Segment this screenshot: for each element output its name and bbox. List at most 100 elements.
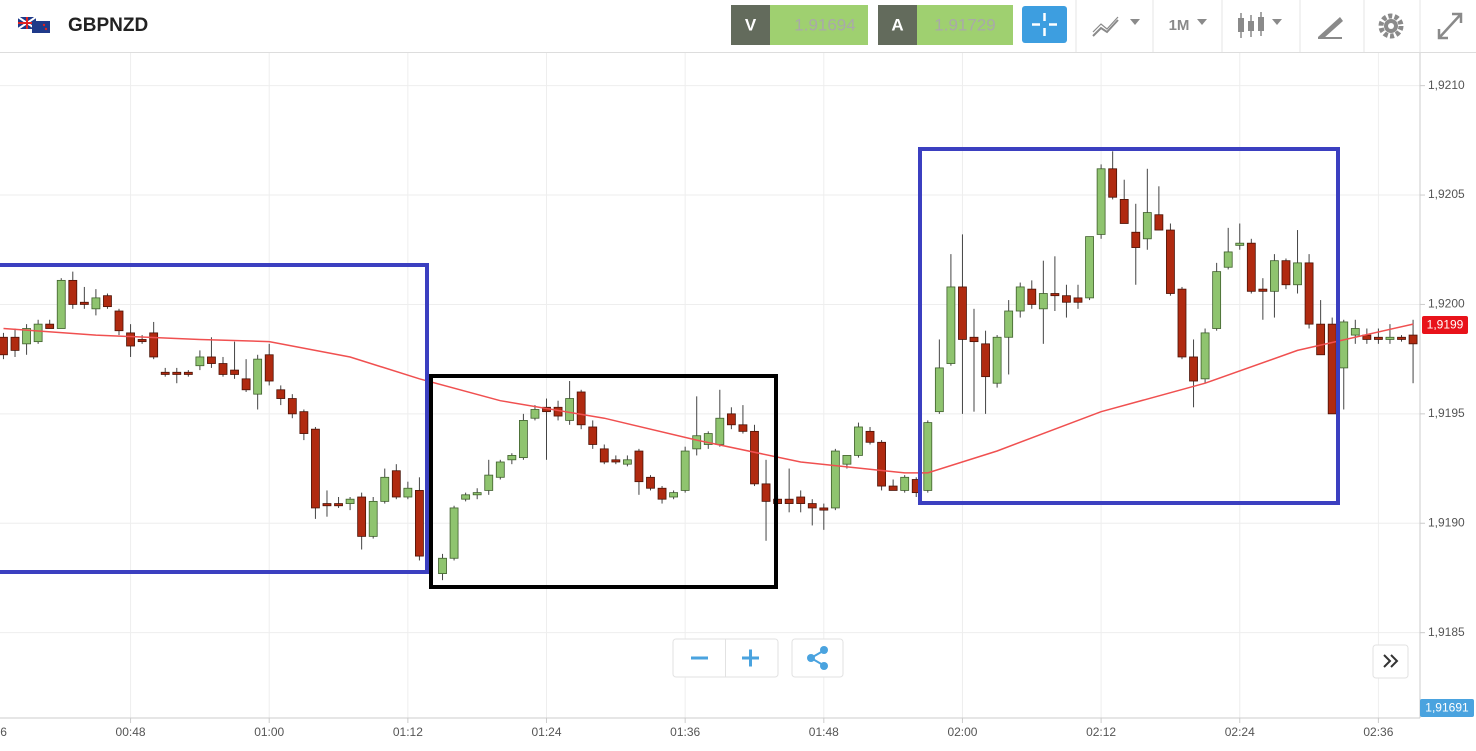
candle-body (241, 378, 251, 391)
candle-body (1246, 242, 1256, 292)
candle-body (103, 295, 112, 308)
crosshair-button[interactable] (1022, 6, 1067, 43)
candle-body (380, 476, 390, 502)
candle-body (842, 455, 852, 465)
candle-body (334, 503, 343, 507)
share-button[interactable] (791, 638, 844, 678)
buy-button[interactable]: A 1.91729 (878, 5, 1013, 45)
candle-body (934, 367, 944, 413)
candle-body (796, 496, 806, 504)
candle-body (784, 498, 794, 504)
x-tick-label: 01:36 (670, 725, 700, 739)
sell-label: V (745, 15, 757, 34)
x-tick-label: 02:00 (947, 725, 977, 739)
candle-body (391, 470, 401, 498)
candle-body (1397, 336, 1406, 340)
x-tick-label: 02:24 (1225, 725, 1255, 739)
candle-body (1038, 293, 1048, 310)
candle-body (530, 409, 540, 419)
candle-body (1062, 295, 1071, 303)
zoom-in-button[interactable] (742, 649, 759, 667)
y-tick-label: 1,9200 (1428, 297, 1465, 311)
candle-body (1212, 271, 1222, 329)
plot (0, 151, 1418, 581)
candle-body (750, 430, 759, 485)
candle-body (738, 424, 748, 432)
y-tick-label: 1,9185 (1428, 625, 1465, 639)
candle-body (1085, 236, 1094, 299)
draw-button[interactable] (1318, 17, 1343, 39)
candle-body (703, 433, 713, 445)
y-tick-label: 1,9210 (1428, 78, 1465, 92)
candle-body (1293, 262, 1302, 286)
candle-body (345, 498, 355, 504)
candle-body (1235, 242, 1245, 246)
candle-body (1374, 336, 1383, 340)
candle-body (553, 406, 563, 417)
candle-body (830, 450, 840, 509)
zoom-controls (672, 638, 779, 678)
candle-body (415, 490, 424, 557)
sell-price: 1.91694 (794, 15, 855, 34)
candle-body (1258, 288, 1268, 292)
y-tick-label: 1,9195 (1428, 406, 1465, 420)
candle-body (68, 279, 78, 305)
candle-body (472, 492, 482, 496)
symbol: GBPNZD (68, 15, 148, 36)
toolbar-separators (1075, 0, 1421, 52)
candle-body (484, 474, 494, 491)
candle-body (1015, 286, 1025, 312)
candle-body (1096, 168, 1106, 235)
scroll-end-button[interactable] (1372, 644, 1409, 679)
candle-body (680, 450, 690, 491)
candle-body (877, 441, 886, 487)
fullscreen-button[interactable] (1437, 12, 1463, 40)
candle-body (311, 428, 320, 509)
candle-body (646, 476, 655, 489)
candle-body (946, 286, 956, 364)
x-tick-label: 01:24 (531, 725, 561, 739)
candle-body (172, 371, 182, 375)
candle-body (91, 297, 101, 310)
sell-button[interactable]: V 1.91694 (731, 5, 868, 45)
candle-body (1119, 199, 1129, 224)
y-tick-label: 1,9205 (1428, 187, 1465, 201)
candle-body (1281, 260, 1291, 286)
candle-body (22, 328, 31, 345)
candle-body (287, 398, 297, 415)
candle-body (1073, 297, 1083, 303)
settings-button[interactable] (1378, 13, 1404, 39)
candle-body (126, 332, 135, 347)
indicator-button[interactable] (1092, 16, 1140, 37)
candle-body (807, 503, 817, 509)
x-tick-label: 01:12 (393, 725, 423, 739)
candle-body (1004, 310, 1014, 338)
x-tick-label: 02:12 (1086, 725, 1116, 739)
highlight-box (429, 374, 778, 589)
candle-body (1131, 231, 1141, 248)
candle-body (218, 363, 228, 375)
candle-body (264, 354, 274, 382)
candle-body (715, 417, 725, 445)
candle-body (958, 286, 967, 340)
candle-body (611, 459, 621, 463)
candle-body (1177, 288, 1187, 358)
candle-body (1223, 251, 1233, 268)
candle-body (207, 356, 216, 364)
candle-body (1270, 260, 1279, 292)
candle-body (865, 430, 875, 443)
candle-body (923, 422, 933, 491)
candle-body (1385, 336, 1395, 340)
bid-label: 1,91691 (1425, 701, 1469, 715)
candle-body (588, 426, 598, 445)
x-tick-label: 00:48 (116, 725, 146, 739)
candle-body (992, 336, 1002, 384)
candle-body (195, 356, 205, 367)
candle-body (854, 426, 863, 456)
chart-type-button[interactable] (1238, 12, 1282, 38)
moving-average-line (3, 323, 1414, 474)
candle-body (761, 483, 771, 502)
timeframe: 1M (1169, 17, 1190, 34)
timeframe-button[interactable]: 1M (1169, 17, 1207, 34)
